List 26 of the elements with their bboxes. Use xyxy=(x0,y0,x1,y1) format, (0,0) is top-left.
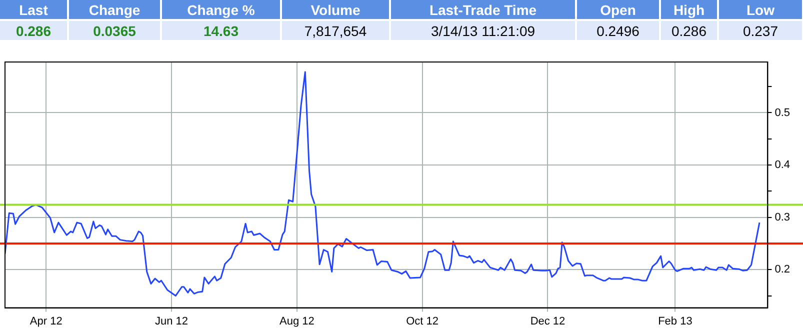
category-label: High xyxy=(660,0,718,20)
y-tick-label: 0.4 xyxy=(774,159,790,172)
y-tick-label: 0.5 xyxy=(774,106,790,119)
text: 0.0365 xyxy=(93,22,136,38)
x-tick-label: Oct 12 xyxy=(406,315,439,328)
category-label: Change % xyxy=(161,0,281,20)
category-label: Last-Trade Time xyxy=(390,0,576,20)
x-tick-label: Jun 12 xyxy=(155,315,188,328)
x-tick-label: Dec 12 xyxy=(530,315,566,328)
text: 7,817,654 xyxy=(304,22,367,38)
category-label: Last xyxy=(0,0,68,20)
x-tick-label: Apr 12 xyxy=(30,315,62,328)
category-label: Low xyxy=(718,0,803,20)
text: 0.286 xyxy=(671,22,707,38)
x-tick-label: Feb 13 xyxy=(658,315,692,328)
text: 14.63 xyxy=(203,22,239,38)
text: 3/14/13 11:21:09 xyxy=(430,22,536,38)
y-tick-label: 0.2 xyxy=(774,264,790,276)
text: 0.2496 xyxy=(596,22,640,38)
category-label: Volume xyxy=(281,0,390,20)
category-label: Change xyxy=(68,0,161,20)
text: 0.237 xyxy=(742,22,778,38)
y-tick-label: 0.3 xyxy=(774,211,790,224)
x-tick-label: Aug 12 xyxy=(279,315,314,328)
category-label: Open xyxy=(576,0,660,20)
text: 0.286 xyxy=(16,22,52,38)
